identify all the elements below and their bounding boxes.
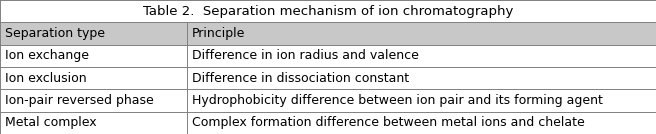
Text: Table 2.  Separation mechanism of ion chromatography: Table 2. Separation mechanism of ion chr…: [143, 5, 513, 18]
Text: Difference in dissociation constant: Difference in dissociation constant: [192, 72, 409, 85]
Text: Difference in ion radius and valence: Difference in ion radius and valence: [192, 49, 419, 62]
Text: Ion-pair reversed phase: Ion-pair reversed phase: [5, 94, 154, 107]
Text: Separation type: Separation type: [5, 27, 105, 40]
Text: Principle: Principle: [192, 27, 245, 40]
Bar: [0, 112, 656, 134]
Text: Ion exchange: Ion exchange: [5, 49, 89, 62]
Text: Ion exclusion: Ion exclusion: [5, 72, 87, 85]
Text: Metal complex: Metal complex: [5, 116, 97, 129]
Bar: [0, 0, 656, 22]
Text: Hydrophobicity difference between ion pair and its forming agent: Hydrophobicity difference between ion pa…: [192, 94, 603, 107]
Bar: [0, 45, 656, 67]
Bar: [0, 67, 656, 89]
Bar: [0, 89, 656, 112]
Bar: [0, 22, 656, 45]
Text: Complex formation difference between metal ions and chelate: Complex formation difference between met…: [192, 116, 585, 129]
